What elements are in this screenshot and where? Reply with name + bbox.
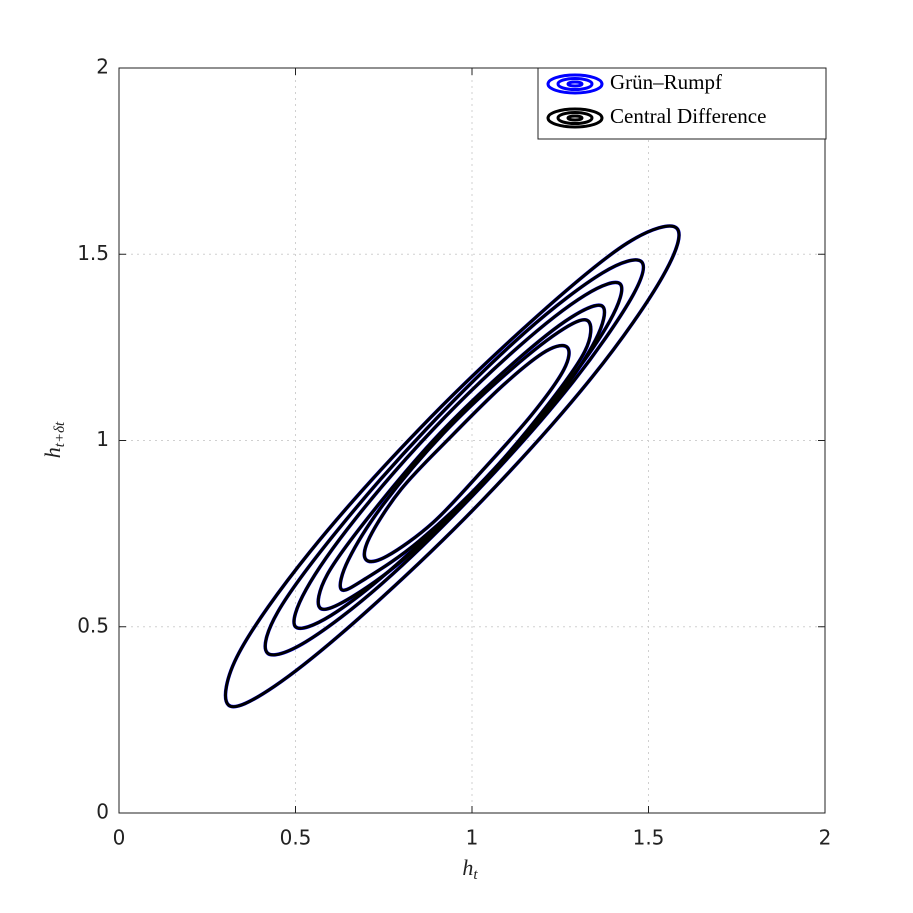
legend-icon [546,107,604,129]
x-label-base: h [462,855,473,880]
contour-line [362,344,571,564]
legend-icon [566,80,584,88]
legend-icon [556,77,594,91]
contour-line [263,258,645,657]
legend-label: Grün–Rumpf [610,70,722,94]
y-label-base: h [40,447,65,458]
y-tick-label: 1 [96,427,109,451]
y-tick-label: 0 [96,800,109,824]
contour-line [224,224,681,709]
x-tick-label: 1.5 [633,826,665,850]
x-label-sub: t [473,867,478,883]
x-tick-label: 0.5 [280,826,312,850]
contour-line [338,318,593,592]
x-tick-label: 1 [466,826,479,850]
legend-label: Central Difference [610,104,766,128]
y-label-sub: t+δt [52,421,68,447]
y-tick-label: 0.5 [77,613,109,637]
y-tick-label: 2 [96,55,109,79]
y-tick-label: 1.5 [77,241,109,265]
x-tick-label: 0 [113,826,126,850]
plot-area [118,67,826,814]
legend-icon [566,114,584,122]
x-axis-label: ht [462,855,478,883]
legend-icon [556,111,594,125]
x-tick-label: 2 [819,826,832,850]
plot-frame [118,67,826,814]
legend-icon [546,73,604,95]
contour-line [292,280,624,630]
y-axis-label: ht+δt [40,421,68,458]
